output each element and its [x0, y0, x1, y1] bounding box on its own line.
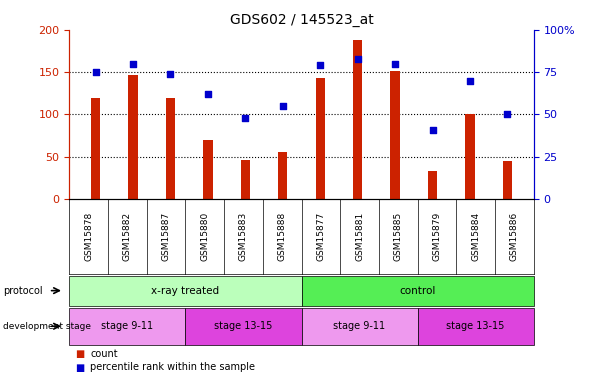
Text: x-ray treated: x-ray treated	[151, 286, 219, 296]
Bar	[390, 70, 400, 199]
Text: stage 13-15: stage 13-15	[214, 321, 273, 331]
Bar	[466, 114, 475, 199]
Text: count: count	[90, 350, 118, 359]
Bar	[428, 171, 437, 199]
Point	[90, 69, 100, 75]
Bar	[128, 75, 137, 199]
Text: ■: ■	[75, 363, 84, 372]
Text: GSM15877: GSM15877	[317, 211, 326, 261]
Text: GSM15880: GSM15880	[200, 211, 209, 261]
Text: GSM15882: GSM15882	[123, 211, 132, 261]
Point	[428, 127, 437, 133]
Text: stage 9-11: stage 9-11	[101, 321, 153, 331]
Point	[465, 78, 475, 84]
Point	[315, 62, 325, 68]
Text: stage 9-11: stage 9-11	[333, 321, 385, 331]
Text: GSM15881: GSM15881	[355, 211, 364, 261]
Text: GSM15879: GSM15879	[432, 211, 441, 261]
Text: ■: ■	[75, 350, 84, 359]
Text: GSM15884: GSM15884	[471, 211, 480, 261]
Point	[128, 61, 138, 67]
Text: stage 13-15: stage 13-15	[446, 321, 505, 331]
Point	[503, 111, 513, 117]
Text: GSM15878: GSM15878	[84, 211, 93, 261]
Bar	[315, 78, 325, 199]
Text: control: control	[399, 286, 436, 296]
Bar	[353, 40, 362, 199]
Bar	[203, 140, 213, 199]
Text: GSM15883: GSM15883	[239, 211, 248, 261]
Text: GDS602 / 145523_at: GDS602 / 145523_at	[230, 13, 373, 27]
Text: GSM15885: GSM15885	[394, 211, 403, 261]
Bar	[278, 152, 288, 199]
Text: percentile rank within the sample: percentile rank within the sample	[90, 363, 256, 372]
Text: development stage: development stage	[3, 322, 91, 331]
Point	[353, 56, 362, 62]
Text: GSM15886: GSM15886	[510, 211, 519, 261]
Text: protocol: protocol	[3, 286, 43, 296]
Bar	[166, 98, 175, 199]
Bar	[503, 161, 512, 199]
Text: GSM15888: GSM15888	[277, 211, 286, 261]
Bar	[91, 98, 100, 199]
Point	[241, 115, 250, 121]
Point	[278, 103, 288, 109]
Bar	[241, 160, 250, 199]
Point	[203, 91, 213, 97]
Point	[166, 71, 175, 77]
Point	[390, 61, 400, 67]
Text: GSM15887: GSM15887	[162, 211, 171, 261]
